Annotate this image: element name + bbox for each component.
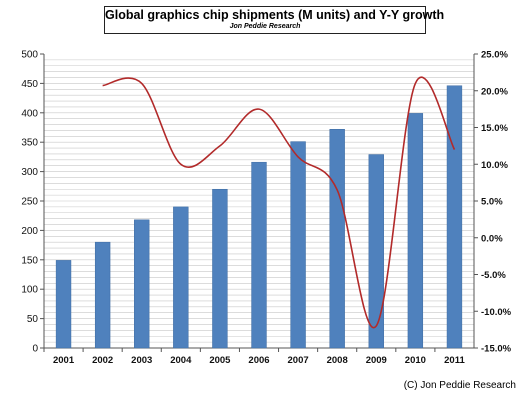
- x-tick-label: 2004: [170, 355, 192, 366]
- x-tick-label: 2008: [327, 355, 348, 366]
- y-tick-label: 150: [21, 255, 38, 266]
- bar: [55, 260, 72, 349]
- chart-title: Global graphics chip shipments (M units)…: [105, 8, 445, 22]
- growth-line: [102, 76, 456, 329]
- x-tick-label: 2010: [405, 355, 426, 366]
- y-tick-label: 450: [21, 79, 38, 90]
- y-tick-label: 300: [21, 167, 38, 178]
- bar: [173, 206, 189, 349]
- y-tick-label: 200: [21, 226, 38, 237]
- bar: [94, 241, 111, 349]
- credit-text: (C) Jon Peddie Research: [403, 380, 516, 391]
- y-tick-label: 400: [21, 108, 38, 119]
- x-tick-label: 2001: [53, 355, 75, 366]
- y2-tick-label: -5.0%: [481, 270, 506, 281]
- y2-tick-label: 5.0%: [481, 197, 503, 208]
- x-tick-label: 2011: [444, 355, 465, 366]
- y-tick-label: 100: [21, 285, 38, 296]
- bar: [251, 161, 267, 349]
- x-tick-label: 2009: [366, 355, 387, 366]
- y2-tick-label: 10.0%: [481, 160, 508, 171]
- bar: [446, 85, 463, 349]
- y2-tick-label: -10.0%: [481, 307, 512, 318]
- bar: [212, 188, 228, 349]
- x-tick-label: 2002: [92, 355, 113, 366]
- x-tick-label: 2003: [131, 355, 152, 366]
- y-tick-label: 0: [32, 344, 38, 355]
- y2-tick-label: 20.0%: [481, 86, 508, 97]
- y-tick-label: 250: [21, 197, 38, 208]
- y-tick-label: 500: [21, 50, 38, 61]
- y2-tick-label: -15.0%: [481, 344, 512, 355]
- bar: [290, 141, 306, 349]
- y-tick-label: 50: [27, 314, 39, 325]
- y2-tick-label: 25.0%: [481, 50, 508, 61]
- x-tick-label: 2005: [209, 355, 231, 366]
- bar: [329, 129, 345, 349]
- y2-tick-label: 15.0%: [481, 123, 508, 134]
- chart-subtitle: Jon Peddie Research: [229, 23, 301, 30]
- y-tick-label: 350: [21, 138, 38, 149]
- bar: [407, 113, 424, 349]
- x-tick-label: 2006: [248, 355, 269, 366]
- y2-tick-label: 0.0%: [481, 233, 503, 244]
- bar: [134, 219, 150, 349]
- bar: [368, 154, 384, 349]
- chart-title-box: Global graphics chip shipments (M units)…: [104, 6, 445, 34]
- x-tick-label: 2007: [288, 355, 309, 366]
